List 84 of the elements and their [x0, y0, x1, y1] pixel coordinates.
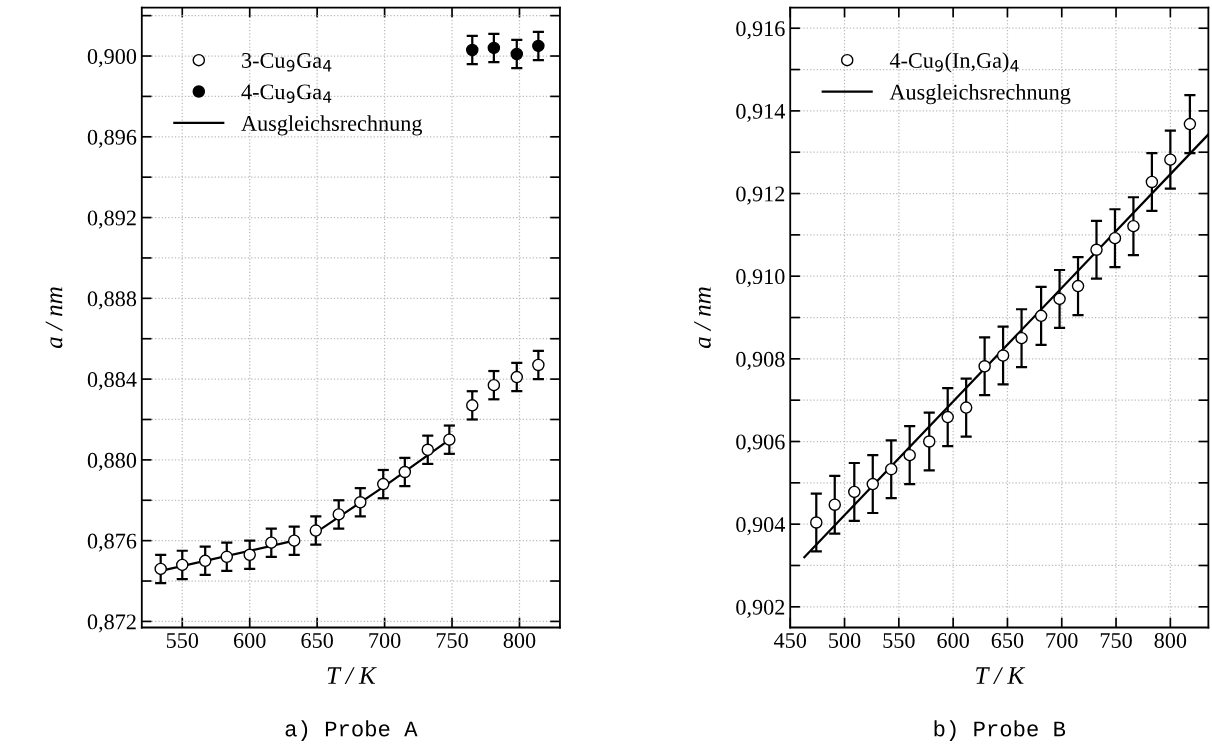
- y-tick-label: 0,884: [87, 372, 137, 391]
- x-tick-label: 700: [1046, 632, 1078, 648]
- x-tick-label: 600: [937, 632, 969, 648]
- point: [332, 508, 345, 521]
- y-tick-label: 0,908: [736, 351, 785, 370]
- y-axis-title: a / nm: [45, 287, 63, 349]
- y-axis-title: a / nm: [694, 287, 711, 349]
- y-tick-label: 0,872: [87, 614, 136, 633]
- legend-label: Ausgleichsrechnung: [889, 84, 1071, 105]
- point: [1164, 153, 1177, 166]
- point: [1183, 117, 1197, 131]
- legend-label: 4-Cu$_{9}$Ga$_{4}$: [241, 84, 332, 104]
- x-axis-title: T / K: [976, 667, 1026, 684]
- point: [376, 477, 390, 491]
- point: [287, 534, 301, 547]
- point: [220, 550, 234, 564]
- point: [828, 498, 842, 511]
- point: [978, 360, 991, 373]
- point: [510, 370, 524, 384]
- point: [354, 496, 367, 509]
- legend-label: 4-Cu$_{9}$(In,Ga)$_{4}$: [889, 52, 1019, 73]
- y-tick-label: 0,912: [736, 186, 785, 205]
- point: [866, 477, 880, 491]
- text: a) Probe A: [285, 720, 418, 741]
- point: [941, 410, 954, 424]
- y-tick-label: 0,906: [736, 434, 785, 453]
- y-tick-label: 0,888: [87, 291, 137, 310]
- point: [922, 435, 936, 448]
- point: [1071, 279, 1085, 293]
- point: [421, 443, 435, 457]
- point: [198, 554, 212, 568]
- point: [1015, 331, 1028, 345]
- x-tick-label: 800: [1154, 632, 1187, 648]
- point: [309, 524, 323, 537]
- point: [443, 433, 456, 446]
- point: [1053, 292, 1066, 306]
- x-tick-label: 750: [436, 632, 468, 648]
- y-tick-label: 0,916: [736, 21, 785, 40]
- point: [176, 558, 189, 572]
- y-tick-label: 0,902: [736, 599, 785, 618]
- x-tick-label: 750: [1100, 632, 1132, 648]
- y-tick-label: 0,900: [87, 48, 137, 68]
- y-tick-label: 0,896: [87, 129, 137, 148]
- point: [1108, 231, 1122, 245]
- point: [466, 43, 479, 57]
- point: [1127, 219, 1140, 233]
- x-tick-label: 800: [503, 632, 536, 648]
- point: [903, 448, 916, 462]
- x-tick-label: 650: [301, 632, 333, 648]
- point: [810, 516, 823, 529]
- point: [487, 41, 501, 55]
- x-axis-title: T / K: [327, 667, 377, 684]
- x-tick-label: 450: [773, 632, 807, 648]
- y-tick-label: 0,904: [736, 517, 786, 536]
- legend-label: Ausgleichsrechnung: [241, 115, 423, 136]
- point: [959, 401, 973, 414]
- text: b) Probe B: [934, 720, 1066, 741]
- point: [1090, 243, 1103, 256]
- point: [532, 39, 545, 53]
- y-tick-label: 0,876: [87, 533, 137, 552]
- point: [1145, 175, 1159, 189]
- point: [466, 399, 479, 412]
- y-tick-label: 0,880: [87, 452, 137, 472]
- x-tick-label: 500: [829, 632, 861, 648]
- point: [884, 462, 898, 476]
- point: [996, 349, 1010, 362]
- point: [243, 548, 256, 562]
- point: [1034, 309, 1048, 323]
- point: [510, 47, 524, 61]
- point: [154, 562, 167, 576]
- point: [265, 536, 278, 549]
- point: [487, 378, 501, 392]
- legend-label: 3-Cu$_{9}$Ga$_{4}$: [242, 53, 332, 72]
- x-tick-label: 650: [991, 632, 1024, 648]
- point: [848, 485, 861, 499]
- x-tick-label: 700: [369, 632, 401, 648]
- point: [532, 358, 545, 372]
- y-tick-label: 0,914: [736, 103, 786, 123]
- y-tick-label: 0,910: [736, 269, 785, 288]
- x-tick-label: 550: [166, 632, 199, 648]
- y-tick-label: 0,892: [87, 210, 136, 229]
- point: [398, 465, 412, 479]
- x-tick-label: 600: [234, 632, 266, 648]
- x-tick-label: 550: [883, 632, 915, 648]
